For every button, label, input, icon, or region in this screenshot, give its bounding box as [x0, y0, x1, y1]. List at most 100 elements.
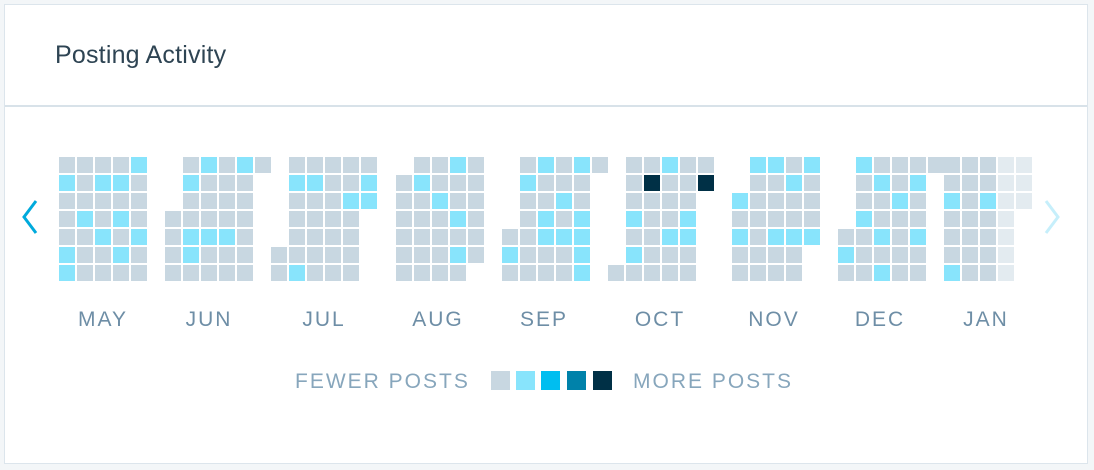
day-cell[interactable] — [768, 175, 784, 191]
day-cell[interactable] — [732, 265, 748, 281]
day-cell[interactable] — [698, 175, 714, 191]
day-cell[interactable] — [856, 157, 872, 173]
day-cell[interactable] — [662, 265, 678, 281]
day-cell[interactable] — [165, 247, 181, 263]
day-cell[interactable] — [325, 211, 341, 227]
chevron-left-icon[interactable] — [16, 195, 46, 239]
day-cell[interactable] — [944, 247, 960, 263]
day-cell[interactable] — [95, 247, 111, 263]
day-cell[interactable] — [131, 247, 147, 263]
day-cell[interactable] — [432, 265, 448, 281]
day-cell[interactable] — [538, 247, 554, 263]
day-cell[interactable] — [980, 229, 996, 245]
day-cell[interactable] — [414, 157, 430, 173]
day-cell[interactable] — [874, 193, 890, 209]
day-cell[interactable] — [307, 211, 323, 227]
day-cell[interactable] — [750, 229, 766, 245]
day-cell[interactable] — [59, 265, 75, 281]
day-cell[interactable] — [183, 157, 199, 173]
day-cell[interactable] — [732, 247, 748, 263]
day-cell[interactable] — [662, 193, 678, 209]
day-cell[interactable] — [77, 193, 93, 209]
day-cell[interactable] — [113, 247, 129, 263]
day-cell[interactable] — [768, 193, 784, 209]
day-cell[interactable] — [786, 265, 802, 281]
day-cell[interactable] — [77, 157, 93, 173]
day-cell[interactable] — [768, 157, 784, 173]
day-cell[interactable] — [237, 157, 253, 173]
day-cell[interactable] — [325, 265, 341, 281]
day-cell[interactable] — [644, 175, 660, 191]
day-cell[interactable] — [502, 247, 518, 263]
day-cell[interactable] — [77, 175, 93, 191]
day-cell[interactable] — [1016, 193, 1032, 209]
day-cell[interactable] — [95, 229, 111, 245]
day-cell[interactable] — [237, 247, 253, 263]
day-cell[interactable] — [732, 193, 748, 209]
day-cell[interactable] — [432, 211, 448, 227]
day-cell[interactable] — [77, 229, 93, 245]
day-cell[interactable] — [183, 247, 199, 263]
day-cell[interactable] — [396, 193, 412, 209]
day-cell[interactable] — [874, 211, 890, 227]
day-cell[interactable] — [574, 247, 590, 263]
day-cell[interactable] — [414, 211, 430, 227]
day-cell[interactable] — [538, 265, 554, 281]
day-cell[interactable] — [892, 211, 908, 227]
day-cell[interactable] — [998, 265, 1014, 281]
day-cell[interactable] — [520, 157, 536, 173]
day-cell[interactable] — [113, 175, 129, 191]
day-cell[interactable] — [201, 193, 217, 209]
day-cell[interactable] — [343, 193, 359, 209]
day-cell[interactable] — [892, 229, 908, 245]
day-cell[interactable] — [59, 247, 75, 263]
day-cell[interactable] — [680, 193, 696, 209]
day-cell[interactable] — [962, 157, 978, 173]
day-cell[interactable] — [432, 193, 448, 209]
day-cell[interactable] — [414, 247, 430, 263]
day-cell[interactable] — [432, 175, 448, 191]
day-cell[interactable] — [574, 193, 590, 209]
day-cell[interactable] — [998, 193, 1014, 209]
day-cell[interactable] — [255, 157, 271, 173]
day-cell[interactable] — [113, 229, 129, 245]
day-cell[interactable] — [644, 247, 660, 263]
day-cell[interactable] — [219, 175, 235, 191]
day-cell[interactable] — [396, 229, 412, 245]
day-cell[interactable] — [468, 157, 484, 173]
day-cell[interactable] — [113, 157, 129, 173]
day-cell[interactable] — [910, 211, 926, 227]
day-cell[interactable] — [538, 157, 554, 173]
day-cell[interactable] — [680, 229, 696, 245]
day-cell[interactable] — [343, 229, 359, 245]
day-cell[interactable] — [95, 175, 111, 191]
day-cell[interactable] — [183, 193, 199, 209]
day-cell[interactable] — [131, 265, 147, 281]
day-cell[interactable] — [183, 175, 199, 191]
day-cell[interactable] — [237, 193, 253, 209]
day-cell[interactable] — [468, 247, 484, 263]
day-cell[interactable] — [998, 211, 1014, 227]
day-cell[interactable] — [786, 175, 802, 191]
day-cell[interactable] — [768, 265, 784, 281]
day-cell[interactable] — [804, 193, 820, 209]
day-cell[interactable] — [856, 211, 872, 227]
day-cell[interactable] — [910, 175, 926, 191]
day-cell[interactable] — [219, 157, 235, 173]
day-cell[interactable] — [414, 175, 430, 191]
day-cell[interactable] — [520, 193, 536, 209]
day-cell[interactable] — [131, 157, 147, 173]
day-cell[interactable] — [944, 211, 960, 227]
day-cell[interactable] — [662, 247, 678, 263]
day-cell[interactable] — [520, 229, 536, 245]
day-cell[interactable] — [732, 211, 748, 227]
day-cell[interactable] — [910, 265, 926, 281]
day-cell[interactable] — [520, 265, 536, 281]
day-cell[interactable] — [343, 265, 359, 281]
day-cell[interactable] — [237, 229, 253, 245]
day-cell[interactable] — [468, 175, 484, 191]
day-cell[interactable] — [468, 211, 484, 227]
day-cell[interactable] — [289, 157, 305, 173]
day-cell[interactable] — [432, 229, 448, 245]
day-cell[interactable] — [662, 211, 678, 227]
